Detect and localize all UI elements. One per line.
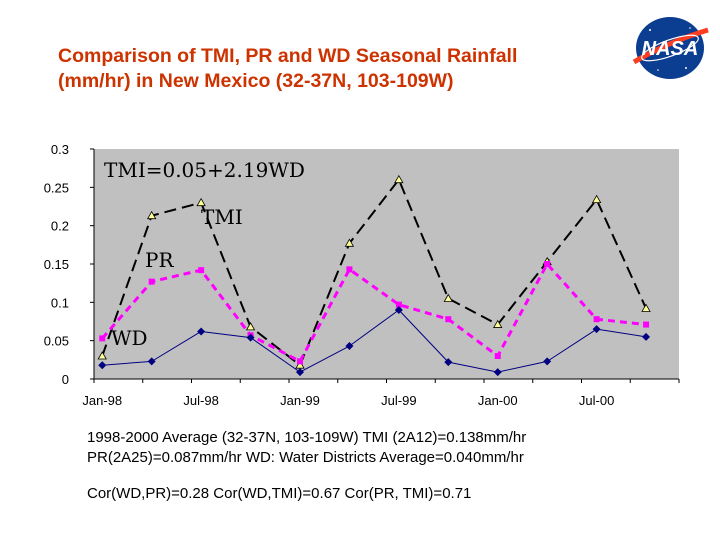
tmi-series-label: TMI [201, 205, 243, 229]
data-point-tmi [97, 351, 107, 360]
data-point-wd [444, 358, 453, 367]
notes-wd-line: PR(2A25)=0.087mm/hr WD: Water Districts … [87, 449, 524, 466]
data-point-wd [197, 327, 206, 336]
data-point-wd [543, 357, 552, 366]
notes-correlation-line: Cor(WD,PR)=0.28 Cor(WD,TMI)=0.67 Cor(PR,… [87, 485, 472, 502]
slide-title: Comparison of TMI, PR and WD Seasonal Ra… [58, 44, 638, 94]
data-point-pr [643, 321, 650, 328]
data-point-pr [395, 301, 402, 308]
logo-text: NASA [642, 38, 699, 60]
data-point-tmi [591, 194, 602, 204]
y-tick-label: 0.05 [44, 334, 69, 349]
data-point-tmi [394, 174, 404, 184]
series-line-wd [102, 309, 647, 373]
data-point-pr [445, 316, 452, 323]
y-tick-label: 0.2 [51, 219, 69, 234]
data-point-pr [148, 278, 155, 285]
notes-averages-line: 1998-2000 Average (32-37N, 103-109W) TMI… [87, 429, 527, 446]
data-point-tmi [443, 293, 453, 302]
plot-area [94, 149, 679, 379]
data-point-wd [642, 332, 651, 341]
pr-series-label: PR [145, 248, 174, 272]
y-tick-label: 0.3 [51, 142, 69, 157]
data-point-wd [345, 342, 354, 351]
data-point-pr [494, 353, 501, 359]
data-point-wd [394, 306, 403, 314]
data-point-pr [544, 261, 551, 267]
data-point-tmi [196, 197, 206, 207]
wd-series-label: WD [111, 326, 148, 350]
y-tick-label: 0.15 [44, 257, 69, 272]
series-line-tmi [101, 178, 647, 367]
series-line-pr [101, 262, 647, 363]
x-tick-label: Jul-00 [579, 393, 614, 408]
data-point-pr [346, 266, 353, 273]
data-point-tmi [641, 303, 651, 312]
title-line-2: (mm/hr) in New Mexico (32-37N, 103-109W) [58, 70, 454, 92]
x-tick-label: Jan-00 [478, 393, 518, 408]
data-point-wd [493, 368, 502, 377]
data-point-tmi [146, 210, 157, 220]
data-point-wd [592, 325, 601, 334]
nasa-logo: NASA [632, 17, 709, 79]
x-tick-label: Jul-99 [381, 393, 416, 408]
title-line-1: Comparison of TMI, PR and WD Seasonal Ra… [58, 45, 518, 67]
x-tick-label: Jul-98 [183, 393, 218, 408]
data-point-tmi [245, 322, 256, 331]
x-tick-label: Jan-99 [280, 393, 320, 408]
data-point-pr [99, 335, 106, 342]
data-point-pr [593, 316, 600, 323]
data-point-wd [147, 357, 156, 366]
data-point-pr [198, 267, 205, 274]
data-point-tmi [493, 319, 503, 328]
data-point-tmi [344, 238, 355, 247]
data-point-wd [98, 361, 107, 370]
x-tick-label: Jan-98 [82, 393, 122, 408]
y-tick-label: 0.1 [51, 295, 69, 310]
summary-notes: 1998-2000 Average (32-37N, 103-109W) TMI… [87, 428, 526, 504]
data-point-pr [296, 358, 303, 365]
regression-annotation: TMI=0.05+2.19WD [104, 158, 305, 182]
y-tick-label: 0.25 [44, 180, 69, 195]
data-point-wd [246, 333, 255, 342]
data-point-wd [295, 368, 304, 377]
y-tick-label: 0 [62, 372, 69, 387]
